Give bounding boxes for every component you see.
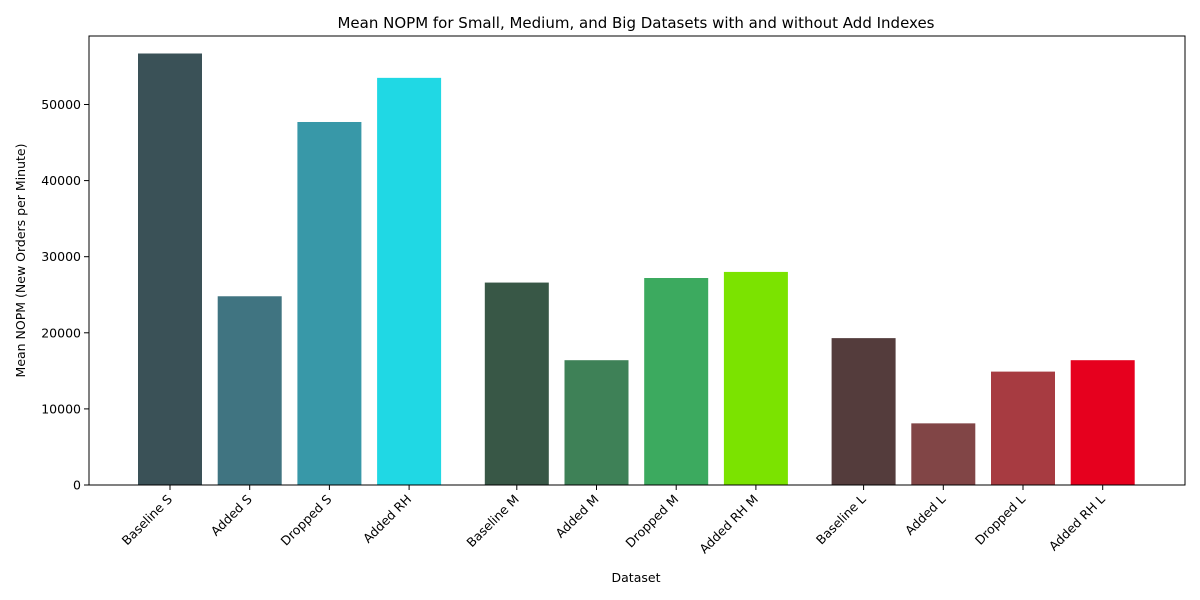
y-axis-label: Mean NOPM (New Orders per Minute) [13, 144, 28, 378]
x-tick-label: Baseline L [813, 491, 869, 547]
bar-added-s [217, 296, 282, 485]
x-tick-label: Dropped S [278, 491, 335, 548]
y-tick-label: 0 [73, 478, 81, 493]
bar-added-m [564, 360, 629, 485]
x-tick-label: Added S [208, 491, 255, 538]
y-tick-label: 50000 [41, 97, 81, 112]
x-tick-label: Baseline S [119, 491, 176, 548]
y-tick-label: 10000 [41, 401, 81, 416]
bar-dropped-m [644, 278, 709, 485]
bar-baseline-s [138, 53, 202, 486]
bar-added-rh-l [1070, 360, 1135, 485]
x-axis: Baseline S Added S Dropped S Added RH Baseli… [119, 485, 1108, 556]
bar-baseline-l [831, 338, 896, 485]
x-tick-label: Added RH M [696, 492, 761, 557]
y-tick-label: 40000 [41, 173, 81, 188]
bar-added-rh [377, 77, 442, 486]
chart-title: Mean NOPM for Small, Medium, and Big Dat… [337, 14, 934, 32]
x-tick-label: Added L [902, 491, 949, 538]
y-tick-label: 30000 [41, 249, 81, 264]
bar-dropped-s [297, 121, 362, 485]
bar-added-rh-m [723, 271, 788, 485]
plot-frame [88, 35, 1186, 486]
x-tick-label: Dropped M [622, 492, 681, 551]
bar-added-l [911, 423, 976, 485]
x-tick-label: Dropped L [972, 491, 1028, 547]
bar-dropped-l [991, 371, 1055, 485]
x-axis-label: Dataset [612, 570, 661, 585]
bar-baseline-m [484, 282, 549, 485]
x-tick-label: Added M [552, 492, 601, 541]
bars-group [138, 53, 1135, 486]
x-tick-label: Added RH [360, 492, 414, 546]
y-tick-label: 20000 [41, 325, 81, 340]
y-axis: 0 10000 20000 30000 40000 50000 [41, 97, 89, 493]
x-tick-label: Added RH L [1046, 491, 1108, 553]
x-tick-label: Baseline M [463, 492, 522, 551]
